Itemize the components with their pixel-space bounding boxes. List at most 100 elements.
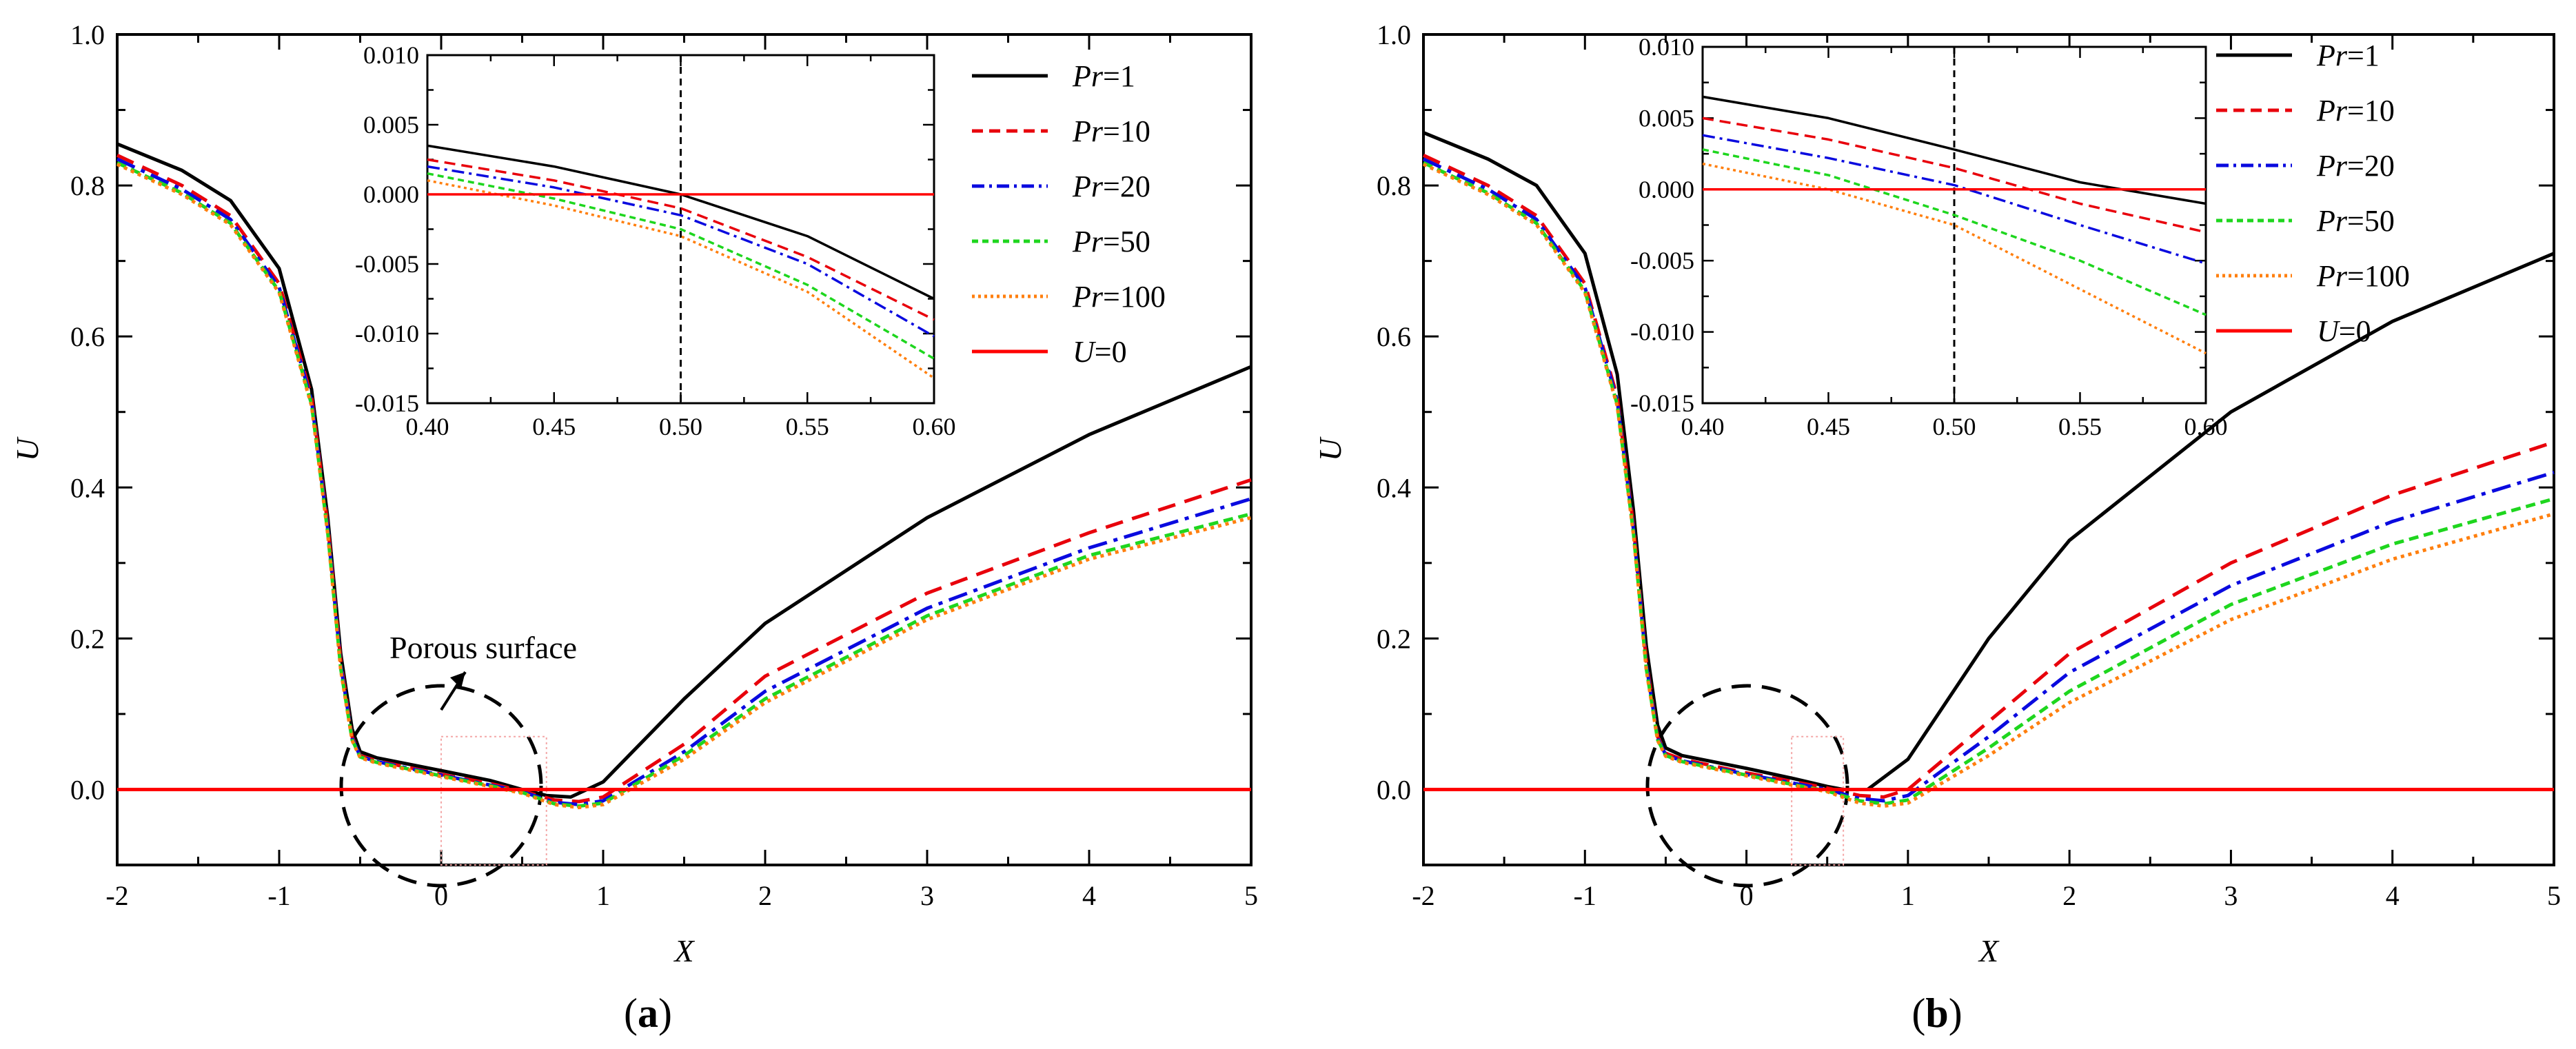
y-tick-label: 0.6: [70, 321, 105, 352]
inset-y-tick-label: -0.010: [355, 320, 419, 347]
inset-x-tick-label: 0.50: [1933, 413, 1976, 440]
inset-x-tick-label: 0.60: [2184, 413, 2228, 440]
x-tick-label: -2: [1412, 880, 1434, 911]
legend-label-value: =50: [1103, 225, 1150, 258]
legend-label-var: Pr: [1072, 225, 1104, 258]
inset-y-tick-label: -0.010: [1630, 318, 1694, 346]
legend-label-value: =10: [1103, 114, 1150, 148]
x-tick-label: 1: [596, 880, 610, 911]
legend-label: Pr=1: [2316, 39, 2380, 72]
panel-label-close: ): [658, 990, 672, 1036]
panel-label-close: ): [1949, 990, 1963, 1036]
x-tick-label: 5: [2547, 880, 2561, 911]
legend-label: Pr=20: [1072, 170, 1150, 203]
inset-y-tick-label: 0.005: [363, 111, 419, 139]
y-tick-label: 0.2: [70, 623, 105, 654]
x-axis-label: X: [1978, 933, 2000, 968]
legend-label: Pr=100: [2316, 259, 2410, 293]
legend-label-var: U: [1073, 335, 1097, 369]
x-tick-label: -2: [105, 880, 128, 911]
panel-label: (b): [1911, 990, 1962, 1036]
y-tick-label: 0.4: [70, 472, 105, 503]
inset-series-line-pr-20: [427, 165, 935, 338]
x-tick-label: 2: [2062, 880, 2076, 911]
x-tick-label: 4: [1082, 880, 1096, 911]
x-tick-label: 0: [434, 880, 448, 911]
y-tick-label: 1.0: [70, 19, 105, 50]
y-tick-label: 0.0: [1377, 774, 1411, 805]
y-axis-label: U: [1312, 436, 1348, 461]
inset-y-tick-label: 0.000: [1639, 176, 1694, 203]
legend-label: Pr=1: [1072, 59, 1135, 93]
x-tick-label: 0: [1740, 880, 1754, 911]
inset-y-tick-label: 0.000: [363, 181, 419, 208]
porous-surface-circle: [1645, 684, 1849, 888]
legend-label-value: =20: [1103, 170, 1150, 203]
legend-label-value: =100: [1103, 280, 1166, 314]
legend-label-var: Pr: [1072, 59, 1104, 93]
series-line-pr-1: [1423, 131, 2555, 791]
legend-label-var: Pr: [2316, 204, 2348, 238]
y-tick-label: 1.0: [1377, 19, 1411, 50]
legend-label: Pr=50: [2316, 204, 2395, 238]
inset-x-tick-label: 0.40: [1681, 413, 1725, 440]
inset-y-tick-label: 0.010: [363, 41, 419, 69]
x-tick-label: 3: [2224, 880, 2238, 911]
legend-label: U=0: [1073, 335, 1127, 369]
inset-series-line-pr-10: [427, 158, 935, 321]
panel-label-letter: b: [1925, 990, 1948, 1036]
inset-series-line-pr-100: [1702, 162, 2207, 355]
legend-label-value: =0: [1095, 335, 1127, 369]
inset-x-tick-label: 0.50: [659, 413, 702, 440]
inset-x-tick-label: 0.45: [1807, 413, 1850, 440]
x-tick-label: 3: [920, 880, 934, 911]
inset-y-tick-label: -0.015: [355, 389, 419, 417]
legend-label-var: Pr: [1072, 114, 1104, 148]
panel-label-open: (: [1911, 990, 1925, 1036]
y-tick-label: 0.4: [1377, 472, 1411, 503]
inset-y-tick-label: 0.010: [1639, 33, 1694, 61]
inset-y-tick-label: -0.005: [355, 250, 419, 278]
series-line-pr-1: [116, 142, 1252, 799]
legend-label-var: Pr: [1072, 170, 1104, 203]
inset-x-tick-label: 0.60: [913, 413, 956, 440]
y-axis-label: U: [10, 436, 45, 461]
legend-label-value: =10: [2347, 94, 2395, 128]
inset-x-tick-label: 0.55: [2058, 413, 2102, 440]
x-axis-label: X: [673, 933, 695, 968]
inset-x-tick-label: 0.45: [532, 413, 576, 440]
legend-label-var: Pr: [2316, 94, 2348, 128]
annotation-arrowhead: [450, 672, 465, 689]
legend-label: Pr=20: [2316, 149, 2395, 183]
inset-y-tick-label: 0.005: [1639, 104, 1694, 132]
inset-y-tick-label: -0.015: [1630, 389, 1694, 417]
panel-a: -2 -1 0 1 2 3 4 5 0.0 0.2 0.4 0.6 0.8 1.0 X U Porous sur…: [10, 19, 1258, 1036]
legend-label-value: =0: [2339, 314, 2371, 348]
inset-series-line-pr-50: [427, 172, 935, 360]
x-tick-label: 1: [1901, 880, 1915, 911]
inset-y-tick-label: -0.005: [1630, 247, 1694, 274]
series-line-pr-50: [1422, 161, 2555, 806]
legend-label-value: =100: [2347, 259, 2410, 293]
legend-label-value: =1: [2347, 39, 2380, 72]
legend-label-var: Pr: [2316, 149, 2348, 183]
legend-label: Pr=10: [2316, 94, 2395, 128]
legend-label-var: Pr: [1072, 280, 1104, 314]
legend-label: Pr=50: [1072, 225, 1150, 258]
legend-label-value: =50: [2347, 204, 2395, 238]
inset-series-line-pr-50: [1702, 148, 2207, 316]
series-line-pr-50: [116, 161, 1252, 808]
x-tick-label: 5: [1244, 880, 1258, 911]
panel-label-letter: a: [638, 990, 658, 1036]
panel-label-open: (: [624, 990, 638, 1036]
y-tick-label: 0.8: [70, 170, 105, 201]
y-tick-label: 0.0: [70, 774, 105, 805]
legend-label: U=0: [2317, 314, 2371, 348]
y-tick-label: 0.2: [1377, 623, 1411, 654]
x-tick-label: -1: [1574, 880, 1596, 911]
porous-surface-circle: [339, 684, 543, 888]
series-line-pr-100: [116, 163, 1252, 810]
inset-x-tick-label: 0.40: [406, 413, 449, 440]
legend-label-var: U: [2317, 314, 2341, 348]
